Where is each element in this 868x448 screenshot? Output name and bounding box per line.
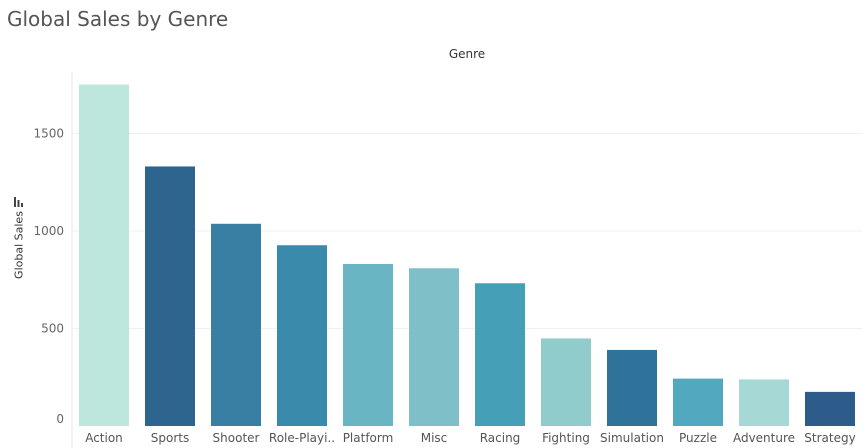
x-tick-label: Action — [85, 431, 123, 445]
bar-2[interactable] — [211, 224, 261, 426]
bar-9[interactable] — [673, 379, 723, 426]
x-tick-label: Adventure — [733, 431, 795, 445]
x-tick-label: Fighting — [542, 431, 590, 445]
bar-8[interactable] — [607, 350, 657, 426]
x-tick-label: Racing — [480, 431, 521, 445]
y-tick-label: 0 — [56, 412, 64, 426]
bar-6[interactable] — [475, 283, 525, 426]
x-tick-label: Puzzle — [679, 431, 717, 445]
x-tick-label: Platform — [343, 431, 394, 445]
x-tick-label: Strategy — [804, 431, 855, 445]
x-tick-label: Misc — [421, 431, 448, 445]
bar-7[interactable] — [541, 338, 591, 426]
y-tick-label: 500 — [41, 322, 64, 336]
bar-10[interactable] — [739, 379, 789, 426]
bar-0[interactable] — [79, 85, 129, 426]
x-tick-label: Shooter — [213, 431, 260, 445]
bar-11[interactable] — [805, 392, 855, 426]
y-tick-label: 1000 — [33, 224, 64, 238]
y-tick-label: 1500 — [33, 127, 64, 141]
bar-4[interactable] — [343, 264, 393, 426]
bar-5[interactable] — [409, 268, 459, 426]
x-tick-label: Role-Playi.. — [269, 431, 335, 445]
x-tick-label: Sports — [151, 431, 189, 445]
bar-3[interactable] — [277, 245, 327, 426]
bar-1[interactable] — [145, 166, 195, 426]
x-tick-label: Simulation — [600, 431, 664, 445]
